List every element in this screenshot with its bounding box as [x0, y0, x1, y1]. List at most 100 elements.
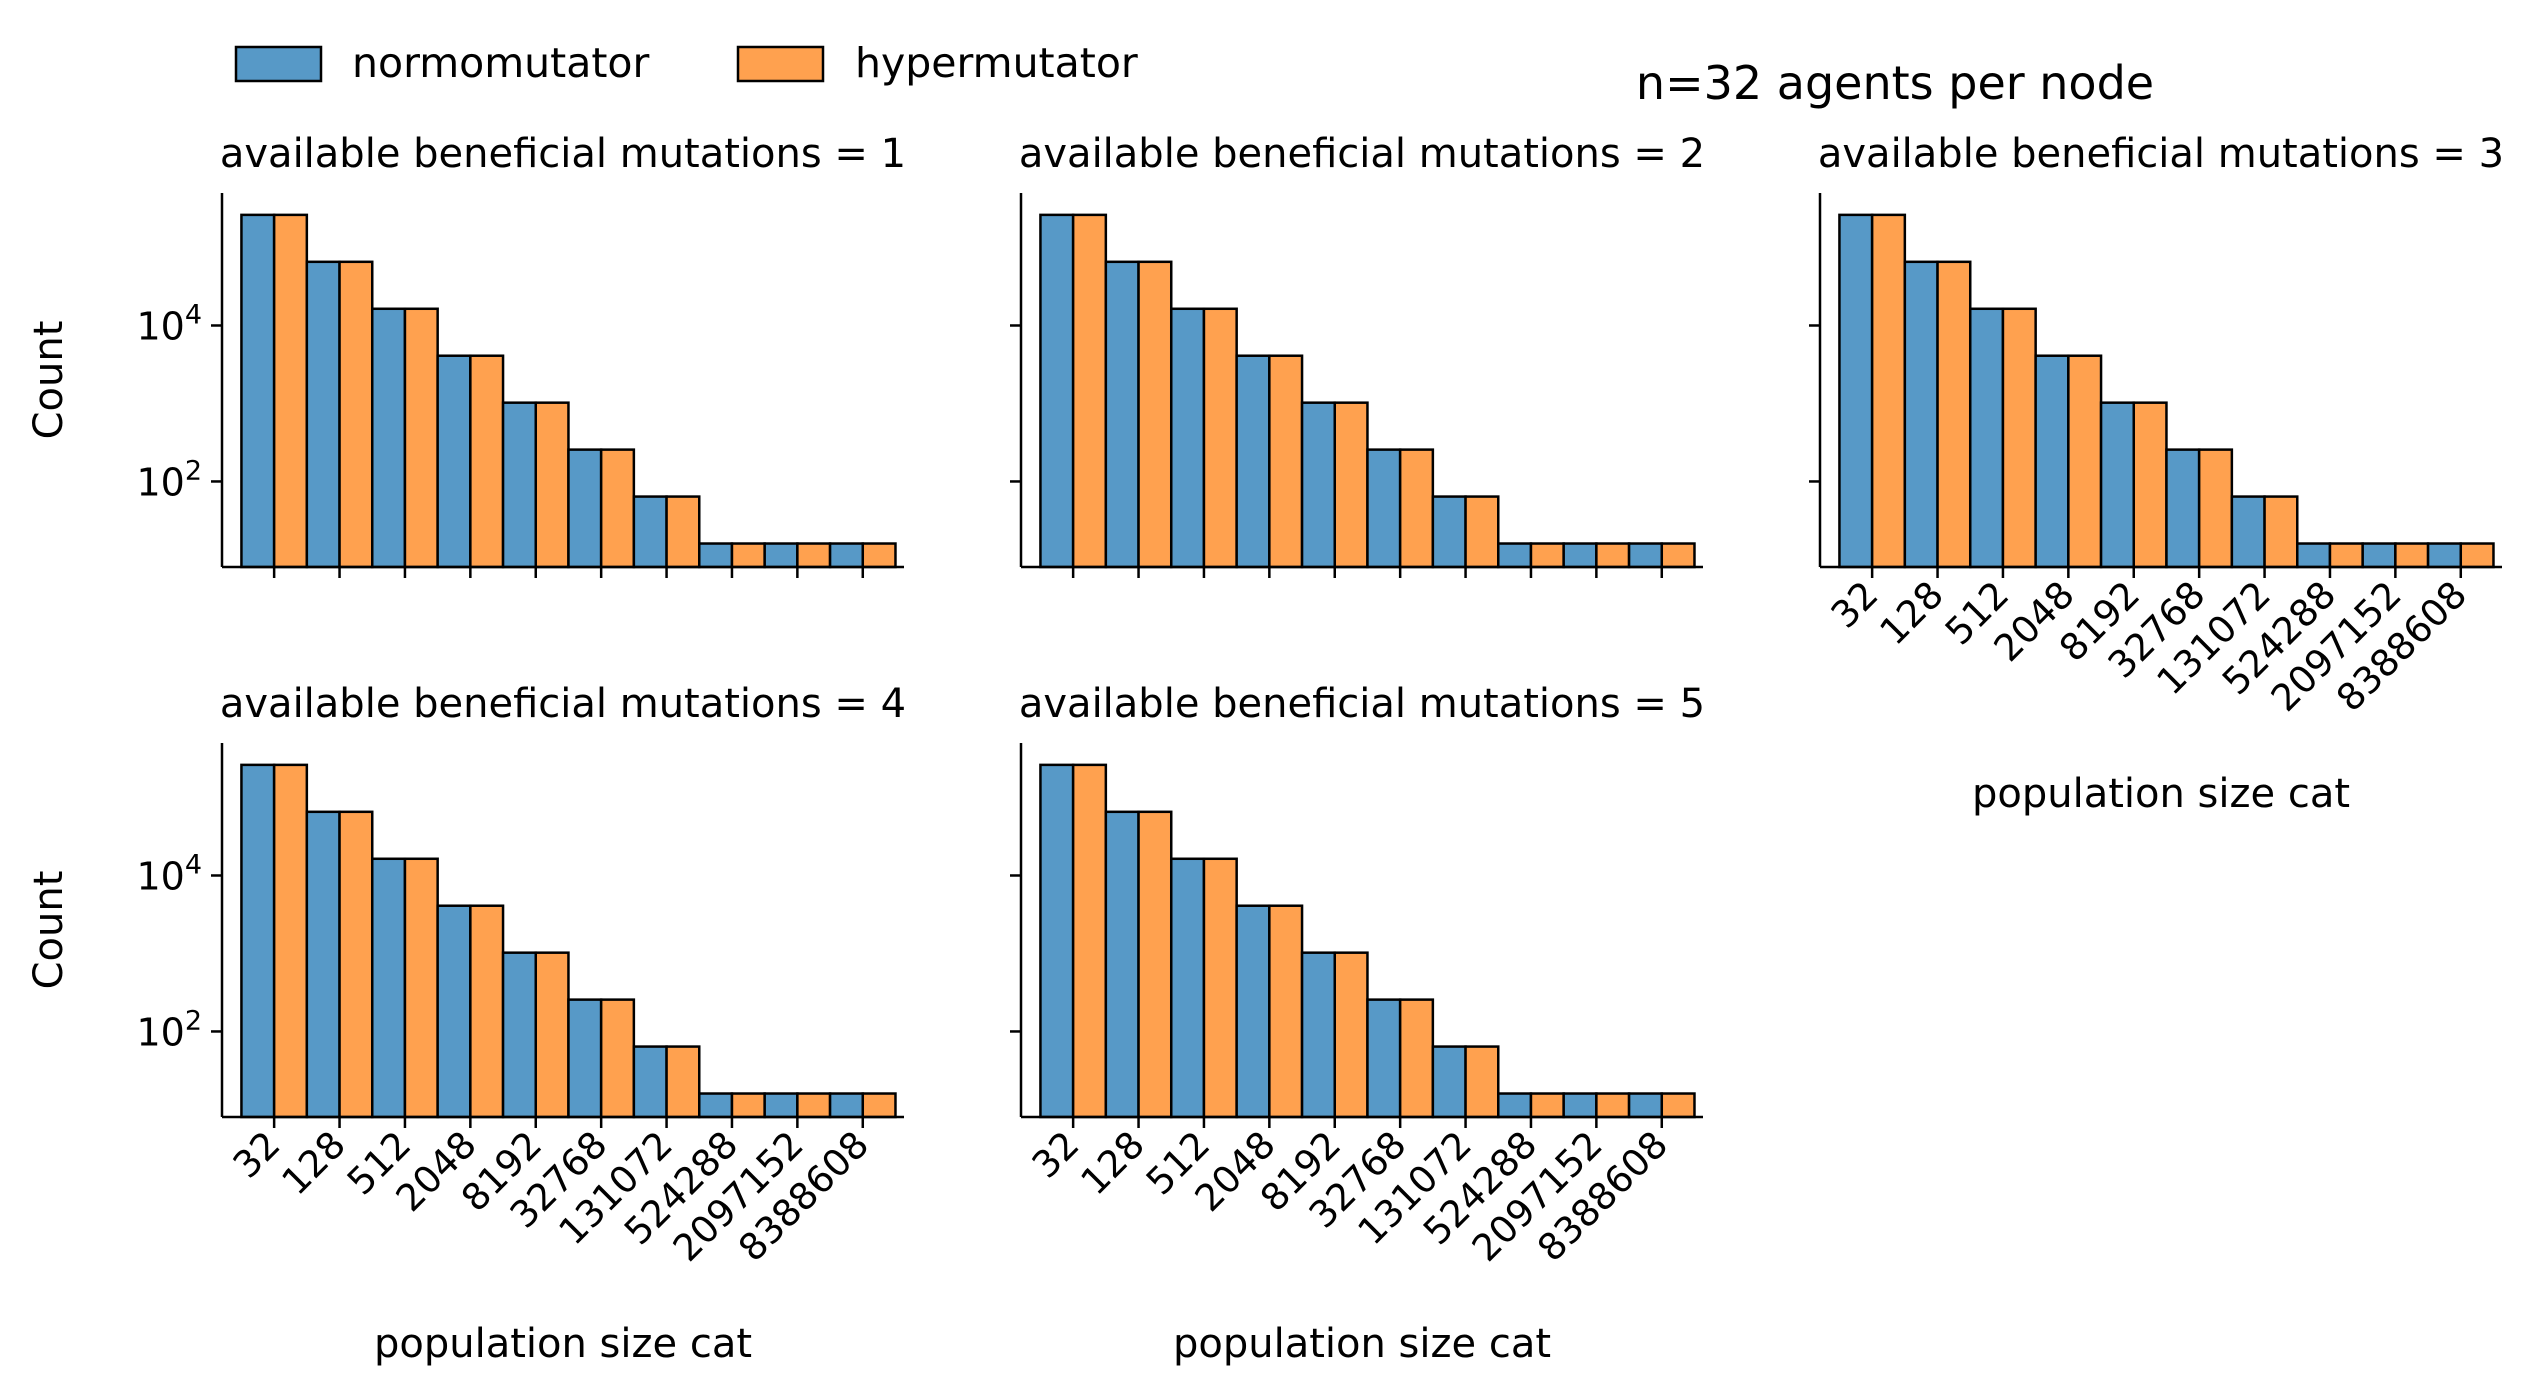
- bar-normomutator-32: [240, 213, 276, 569]
- bar-hypermutator-2048: [469, 904, 505, 1119]
- bar-hypermutator-8192: [534, 401, 570, 569]
- bar-hypermutator-32768: [599, 448, 636, 569]
- bar-hypermutator-32: [272, 213, 309, 569]
- bar-hypermutator-512: [403, 307, 439, 569]
- bar-hypermutator-8388608: [861, 542, 897, 569]
- bar-normomutator-128: [305, 810, 341, 1119]
- bar-normomutator-8388608: [2426, 542, 2463, 569]
- bar-hypermutator-32: [272, 763, 309, 1119]
- chart-panel-3: available beneficial mutations = 3321285…: [1809, 131, 2504, 817]
- bar-normomutator-131072: [632, 1045, 668, 1119]
- bar-normomutator-2097152: [1562, 542, 1598, 569]
- bar-normomutator-524288: [1497, 1092, 1533, 1119]
- bar-hypermutator-128: [1936, 260, 1972, 569]
- chart-panel-2: available beneficial mutations = 2: [1010, 131, 1705, 578]
- bar-hypermutator-2048: [1268, 354, 1304, 569]
- bar-normomutator-524288: [698, 542, 734, 569]
- bar-normomutator-32: [1039, 213, 1075, 569]
- bar-normomutator-8192: [1300, 401, 1337, 569]
- bar-hypermutator-128: [338, 260, 374, 569]
- bar-normomutator-524288: [2296, 542, 2332, 569]
- bar-normomutator-2048: [436, 904, 472, 1119]
- bar-normomutator-32768: [1366, 998, 1402, 1119]
- bar-hypermutator-524288: [730, 1092, 766, 1119]
- bar-hypermutator-524288: [1529, 542, 1565, 569]
- bar-normomutator-8192: [501, 951, 538, 1119]
- bar-hypermutator-2048: [469, 354, 505, 569]
- bar-hypermutator-128: [1137, 810, 1173, 1119]
- legend-label-hypermutator: hypermutator: [855, 39, 1138, 87]
- chart-panel-4: available beneficial mutations = 4 102 104…: [26, 681, 906, 1367]
- bar-normomutator-2048: [1235, 354, 1271, 569]
- y-tick-label: 104: [136, 849, 202, 898]
- bar-normomutator-128: [1903, 260, 1939, 569]
- bar-normomutator-32768: [2165, 448, 2201, 569]
- chart-panel-1: available beneficial mutations = 1 102 104…: [26, 131, 906, 578]
- chart-panel-5: available beneficial mutations = 5321285…: [1010, 681, 1705, 1367]
- panel-title: available beneficial mutations = 5: [1019, 681, 1705, 727]
- bar-hypermutator-8388608: [861, 1092, 897, 1119]
- legend-swatch-normomutator: [234, 45, 323, 83]
- bar-hypermutator-2097152: [796, 1092, 832, 1119]
- bar-normomutator-8192: [501, 401, 538, 569]
- bar-hypermutator-8388608: [1660, 1092, 1696, 1119]
- y-axis-label: Count: [26, 871, 72, 990]
- bar-normomutator-128: [305, 260, 341, 569]
- bar-normomutator-8192: [2099, 401, 2136, 569]
- panel-title: available beneficial mutations = 4: [220, 681, 906, 727]
- bar-normomutator-8388608: [1627, 1092, 1664, 1119]
- bar-normomutator-32768: [1366, 448, 1402, 569]
- x-tick-label-128: 128: [1073, 1123, 1153, 1203]
- legend-swatch-hypermutator: [736, 45, 825, 83]
- bar-hypermutator-128: [338, 810, 374, 1119]
- bar-normomutator-8388608: [1627, 542, 1664, 569]
- bar-hypermutator-512: [403, 857, 439, 1119]
- bar-hypermutator-8192: [2132, 401, 2168, 569]
- bar-normomutator-131072: [2230, 495, 2266, 569]
- bar-normomutator-2097152: [1562, 1092, 1598, 1119]
- x-axis-label: population size cat: [374, 1321, 752, 1367]
- bar-hypermutator-2097152: [2394, 542, 2430, 569]
- bar-hypermutator-2097152: [1595, 542, 1631, 569]
- legend: normomutator hypermutator: [234, 39, 1138, 87]
- y-tick-label: 102: [136, 455, 202, 504]
- bar-normomutator-32: [1039, 763, 1075, 1119]
- bar-hypermutator-512: [1202, 307, 1238, 569]
- bar-hypermutator-128: [1137, 260, 1173, 569]
- bar-normomutator-131072: [1431, 495, 1467, 569]
- bar-normomutator-524288: [698, 1092, 734, 1119]
- bar-normomutator-128: [1104, 810, 1140, 1119]
- bar-normomutator-512: [370, 307, 407, 569]
- bar-normomutator-131072: [1431, 1045, 1467, 1119]
- bar-hypermutator-131072: [2263, 495, 2299, 569]
- panel-title: available beneficial mutations = 1: [220, 131, 906, 177]
- x-axis-label: population size cat: [1972, 771, 2350, 817]
- bar-hypermutator-131072: [1464, 495, 1500, 569]
- bar-normomutator-2097152: [2361, 542, 2397, 569]
- bar-hypermutator-8388608: [2459, 542, 2495, 569]
- bar-hypermutator-8192: [534, 951, 570, 1119]
- bar-hypermutator-32: [1071, 213, 1108, 569]
- bar-normomutator-2048: [436, 354, 472, 569]
- y-tick-label: 102: [136, 1005, 202, 1054]
- panel-title: available beneficial mutations = 2: [1019, 131, 1705, 177]
- bar-hypermutator-8192: [1333, 401, 1369, 569]
- bar-hypermutator-524288: [1529, 1092, 1565, 1119]
- bar-hypermutator-32768: [599, 998, 636, 1119]
- bar-normomutator-512: [1169, 307, 1206, 569]
- bar-hypermutator-32768: [1398, 998, 1435, 1119]
- bar-hypermutator-2097152: [796, 542, 832, 569]
- legend-label-normomutator: normomutator: [352, 39, 650, 87]
- bar-hypermutator-131072: [665, 495, 701, 569]
- bar-hypermutator-524288: [730, 542, 766, 569]
- bar-hypermutator-131072: [1464, 1045, 1500, 1119]
- bar-hypermutator-512: [2001, 307, 2037, 569]
- bar-normomutator-131072: [632, 495, 668, 569]
- bar-normomutator-32768: [567, 998, 603, 1119]
- x-tick-label-128: 128: [1872, 573, 1952, 653]
- bar-hypermutator-32768: [2197, 448, 2234, 569]
- bar-normomutator-128: [1104, 260, 1140, 569]
- bar-hypermutator-512: [1202, 857, 1238, 1119]
- figure-suptitle: n=32 agents per node: [1636, 56, 2154, 110]
- bar-hypermutator-2048: [1268, 904, 1304, 1119]
